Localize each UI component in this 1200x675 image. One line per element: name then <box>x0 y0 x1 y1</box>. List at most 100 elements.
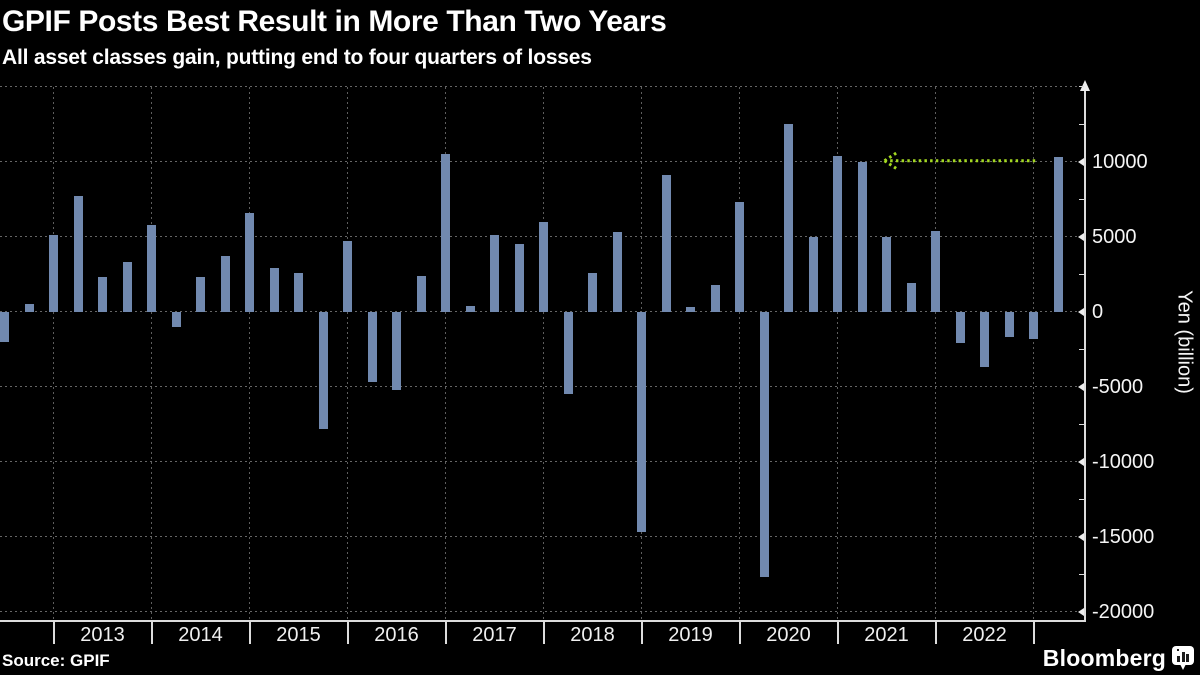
annotation-arrow <box>883 150 1036 171</box>
logo-tail <box>1180 664 1186 670</box>
x-axis-year-label: 2017 <box>472 623 517 646</box>
bar <box>122 262 132 312</box>
bar <box>784 124 793 312</box>
bar <box>735 202 744 312</box>
x-axis-tick <box>738 620 741 644</box>
y-axis-major-tick <box>1078 382 1084 391</box>
y-axis-tick-label: -15000 <box>1092 525 1155 548</box>
bar <box>24 304 34 312</box>
y-axis-tick-label: 5000 <box>1092 225 1137 248</box>
x-axis-tick <box>542 620 545 644</box>
bar <box>514 244 524 312</box>
bar <box>98 277 107 312</box>
y-axis-minor-tick <box>1079 123 1084 125</box>
gridline-vertical <box>837 86 838 621</box>
gridline-horizontal <box>0 311 1085 312</box>
y-axis-minor-tick <box>1079 348 1084 350</box>
y-axis-title: Yen (billion) <box>1173 290 1196 394</box>
bar <box>343 241 352 312</box>
bar <box>588 272 597 312</box>
bar <box>171 311 181 327</box>
x-axis-tick <box>346 620 349 644</box>
bar <box>955 311 965 343</box>
y-axis-minor-tick <box>1079 198 1084 200</box>
chart-title: GPIF Posts Best Result in More Than Two … <box>2 5 667 38</box>
bar <box>490 235 499 312</box>
x-axis-tick <box>1032 620 1035 644</box>
bar <box>980 311 989 367</box>
bar <box>318 311 328 429</box>
bar <box>392 311 401 390</box>
bar <box>833 155 842 312</box>
bar <box>637 311 646 532</box>
bloomberg-wordmark: Bloomberg <box>1042 645 1166 671</box>
gridline-horizontal <box>0 536 1085 537</box>
y-axis-major-tick <box>1078 607 1084 616</box>
bar <box>367 311 377 382</box>
bloomberg-logo-icon <box>1172 646 1194 671</box>
gridline-horizontal <box>0 386 1085 387</box>
bar <box>808 236 818 312</box>
gridline-horizontal <box>0 86 1085 87</box>
bar <box>441 154 450 312</box>
bar <box>539 221 548 312</box>
x-axis-tick <box>934 620 937 644</box>
bar <box>710 284 720 312</box>
x-axis-tick <box>52 620 55 644</box>
x-axis-year-label: 2014 <box>178 623 223 646</box>
y-axis-major-tick <box>1078 232 1084 241</box>
gridline-vertical <box>53 86 54 621</box>
bar <box>196 277 205 312</box>
y-axis-minor-tick <box>1079 273 1084 275</box>
y-axis-tick-label: 10000 <box>1092 150 1148 173</box>
bar <box>857 161 867 312</box>
gridline-vertical <box>543 86 544 621</box>
gridline-vertical <box>347 86 348 621</box>
logo-bar <box>1181 652 1185 662</box>
y-axis-tick-label: -5000 <box>1092 375 1144 398</box>
bar <box>1029 311 1038 339</box>
bar <box>245 212 254 312</box>
gridline-horizontal <box>0 611 1085 612</box>
x-axis-year-label: 2016 <box>374 623 419 646</box>
bar <box>1053 157 1063 312</box>
x-axis-tick <box>248 620 251 644</box>
logo-bar <box>1177 656 1180 662</box>
x-axis-year-label: 2018 <box>570 623 615 646</box>
chart-subtitle: All asset classes gain, putting end to f… <box>2 46 592 69</box>
bar <box>612 232 622 312</box>
bar <box>465 305 475 312</box>
bar <box>906 283 916 312</box>
bar <box>49 235 58 312</box>
bar <box>563 311 573 394</box>
gridline-vertical <box>1033 86 1034 621</box>
bar <box>73 196 83 312</box>
logo-dot <box>1177 649 1179 651</box>
y-axis-arrow-up <box>1080 80 1090 91</box>
x-axis-year-label: 2022 <box>962 623 1007 646</box>
bar <box>882 236 891 312</box>
gridline-vertical <box>739 86 740 621</box>
x-axis-year-label: 2013 <box>80 623 125 646</box>
bar <box>416 275 426 312</box>
y-axis-minor-tick <box>1079 498 1084 500</box>
y-axis-minor-tick <box>1079 86 1084 87</box>
x-axis-tick <box>640 620 643 644</box>
y-axis-minor-tick <box>1079 573 1084 575</box>
x-axis-year-label: 2019 <box>668 623 713 646</box>
gridline-vertical <box>445 86 446 621</box>
bar <box>1004 311 1014 337</box>
gridline-vertical <box>151 86 152 621</box>
logo-bar <box>1186 654 1189 662</box>
x-axis-year-label: 2021 <box>864 623 909 646</box>
bar <box>294 272 303 312</box>
y-axis-tick-label: -10000 <box>1092 450 1155 473</box>
y-axis-major-tick <box>1078 457 1084 466</box>
x-axis-year-label: 2020 <box>766 623 811 646</box>
bar <box>931 230 940 312</box>
bar <box>0 311 9 342</box>
bar <box>269 268 279 312</box>
gridline-vertical <box>249 86 250 621</box>
y-axis-major-tick <box>1078 532 1084 541</box>
